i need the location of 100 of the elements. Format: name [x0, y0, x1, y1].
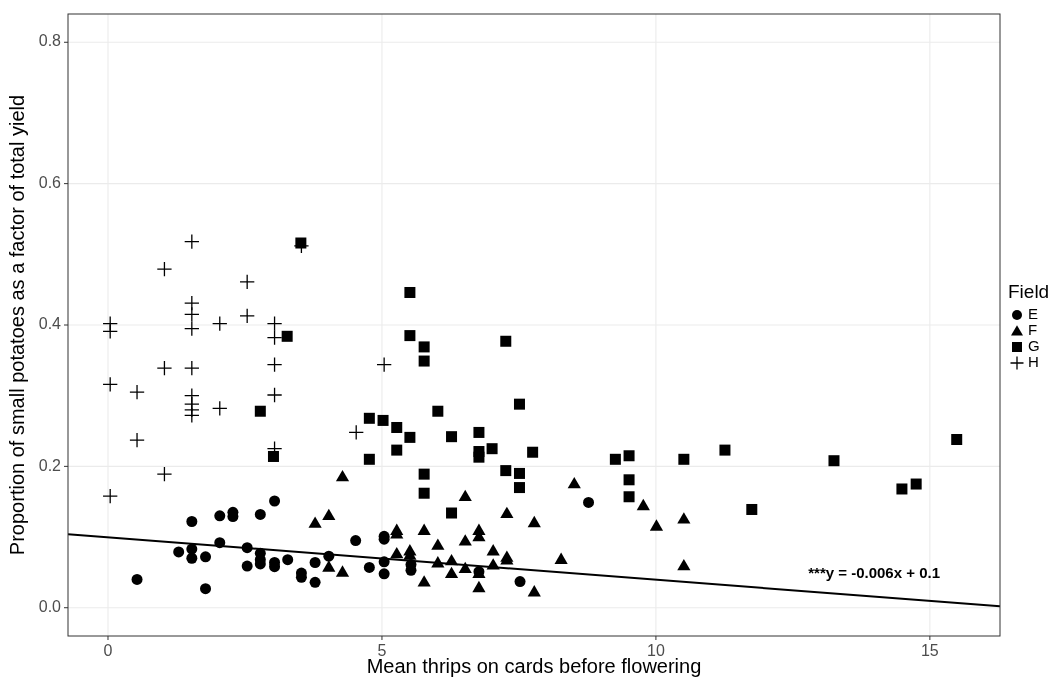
point	[486, 544, 500, 556]
point	[322, 560, 336, 572]
point	[363, 561, 375, 573]
point	[266, 356, 283, 373]
point	[649, 519, 664, 531]
point	[404, 286, 416, 298]
point	[308, 516, 322, 528]
point	[677, 512, 691, 524]
point	[583, 496, 595, 508]
point	[378, 568, 390, 580]
point	[102, 323, 118, 340]
point	[186, 516, 198, 527]
point	[267, 450, 279, 462]
point	[184, 306, 200, 323]
point	[211, 400, 228, 417]
point	[391, 421, 403, 433]
point	[102, 488, 118, 504]
point	[514, 576, 526, 588]
y-tick-label: 0.0	[38, 597, 62, 615]
point	[446, 507, 458, 519]
point	[446, 431, 458, 443]
point	[527, 585, 541, 597]
point	[335, 469, 350, 482]
y-tick-label: 0.6	[38, 173, 62, 191]
point	[186, 552, 198, 564]
point	[418, 468, 430, 480]
point	[102, 376, 118, 393]
point	[828, 455, 840, 467]
point	[444, 566, 459, 579]
point	[129, 432, 145, 449]
point	[335, 565, 350, 577]
point	[746, 503, 758, 515]
point	[719, 444, 731, 456]
point	[239, 308, 255, 324]
point	[266, 329, 283, 346]
point	[376, 356, 392, 373]
point	[200, 551, 212, 563]
point	[678, 453, 690, 465]
point	[432, 405, 444, 417]
legend-label: H	[1028, 352, 1039, 370]
point	[309, 576, 321, 588]
annotation: ***y = -0.006x + 0.1	[808, 564, 940, 581]
point	[348, 424, 364, 441]
point	[214, 510, 226, 522]
x-tick-label: 15	[920, 642, 939, 659]
point	[567, 476, 581, 489]
point	[269, 495, 281, 507]
point	[184, 360, 200, 376]
point	[418, 487, 430, 499]
y-tick-label: 0.8	[38, 32, 62, 50]
point	[239, 274, 255, 290]
point	[156, 360, 173, 376]
point	[636, 498, 650, 511]
point	[322, 508, 336, 521]
point	[404, 431, 416, 443]
y-tick-label: 0.4	[38, 315, 62, 333]
point	[390, 546, 404, 559]
point	[266, 315, 283, 332]
point	[609, 453, 621, 465]
point	[623, 491, 635, 503]
point	[254, 508, 266, 520]
point	[350, 535, 362, 547]
point	[527, 446, 539, 458]
point	[404, 330, 416, 342]
point	[184, 320, 200, 337]
point	[418, 355, 430, 367]
point	[363, 453, 375, 465]
x-tick-label: 0	[103, 642, 113, 659]
point	[500, 335, 512, 347]
point	[254, 405, 266, 417]
point	[896, 483, 908, 495]
point	[173, 546, 185, 558]
point	[527, 515, 541, 528]
y-tick-label: 0.2	[38, 456, 62, 474]
point	[513, 398, 525, 410]
point	[472, 580, 486, 593]
legend-title: Field	[1008, 281, 1050, 302]
point	[951, 434, 963, 446]
point	[513, 467, 525, 479]
point	[281, 330, 293, 342]
point	[184, 233, 200, 250]
point	[431, 538, 445, 550]
point	[184, 407, 200, 424]
point	[211, 315, 228, 332]
point	[200, 583, 212, 595]
point	[910, 478, 922, 490]
point	[486, 443, 498, 455]
point	[473, 451, 485, 463]
point	[623, 450, 635, 462]
point	[458, 489, 472, 501]
point	[500, 465, 512, 477]
point	[282, 554, 294, 566]
point	[129, 384, 145, 400]
y-axis-title: Proportion of small potatoes as a factor of total yield	[6, 94, 28, 556]
point	[131, 573, 143, 585]
point	[241, 560, 253, 572]
point	[458, 534, 472, 546]
point	[417, 523, 431, 535]
point	[418, 341, 430, 353]
legend-label: G	[1028, 336, 1040, 354]
